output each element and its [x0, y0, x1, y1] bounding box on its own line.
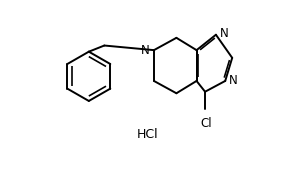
Text: N: N [220, 27, 229, 41]
Text: N: N [229, 74, 238, 88]
Text: HCl: HCl [137, 128, 159, 141]
Text: Cl: Cl [201, 117, 212, 130]
Text: N: N [140, 44, 149, 57]
